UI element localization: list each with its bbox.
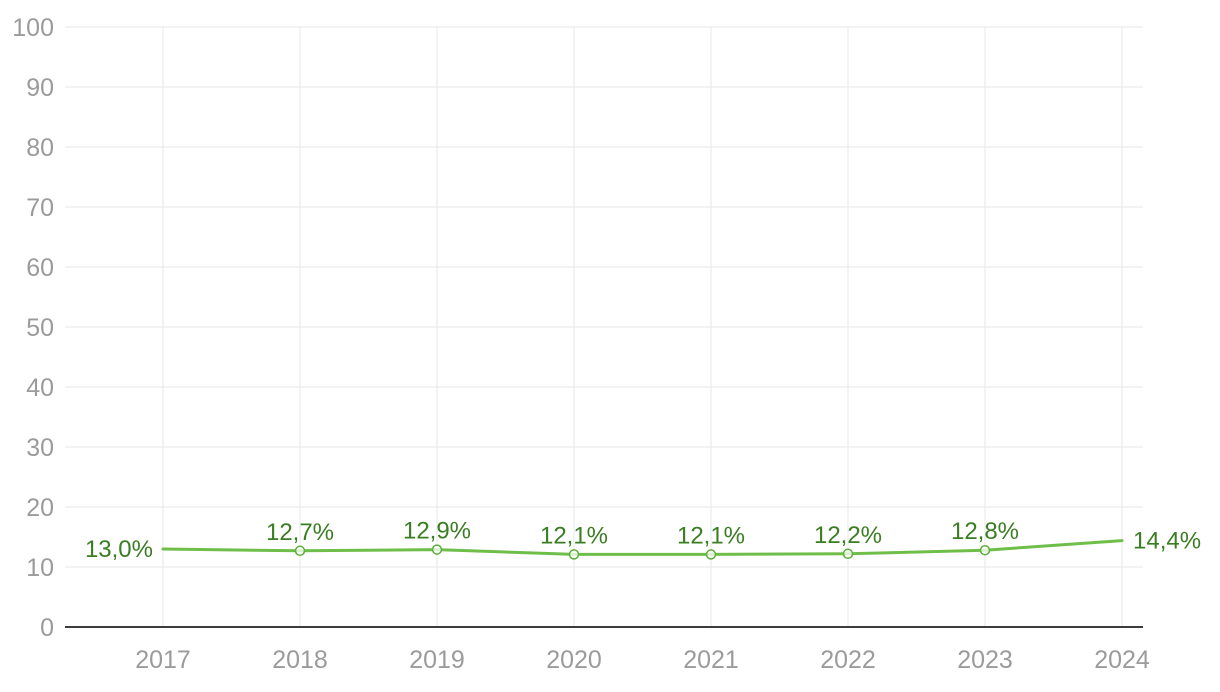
y-axis-tick-label: 80 — [26, 134, 54, 162]
y-axis-tick-label: 20 — [26, 494, 54, 522]
y-axis-tick-label: 90 — [26, 74, 54, 102]
data-label: 12,1% — [540, 522, 608, 549]
data-point-marker[interactable] — [294, 545, 306, 557]
y-axis-tick-label: 100 — [12, 14, 54, 42]
data-label: 12,1% — [677, 522, 745, 549]
x-axis-tick-label: 2017 — [135, 646, 191, 674]
y-axis-tick-label: 60 — [26, 254, 54, 282]
y-axis-tick-label: 50 — [26, 314, 54, 342]
data-point-marker[interactable] — [705, 549, 717, 560]
data-label: 12,8% — [951, 518, 1019, 545]
data-label: 14,4% — [1133, 528, 1201, 555]
data-label: 12,2% — [814, 522, 882, 549]
data-point-marker[interactable] — [979, 544, 991, 556]
x-axis-tick-label: 2018 — [272, 646, 328, 674]
data-label: 13,0% — [85, 536, 153, 563]
y-axis-tick-label: 0 — [40, 614, 54, 642]
x-axis-tick-label: 2023 — [957, 646, 1013, 674]
y-axis-tick-label: 30 — [26, 434, 54, 462]
y-axis-tick-label: 10 — [26, 554, 54, 582]
x-axis-tick-label: 2022 — [820, 646, 876, 674]
data-point-marker[interactable] — [431, 544, 443, 555]
y-axis-tick-label: 40 — [26, 374, 54, 402]
data-label: 12,9% — [403, 518, 471, 545]
data-point-marker[interactable] — [568, 549, 580, 560]
series-line — [161, 539, 1124, 556]
data-point-marker[interactable] — [842, 548, 854, 560]
x-axis-tick-label: 2021 — [683, 646, 739, 674]
y-axis-tick-label: 70 — [26, 194, 54, 222]
x-axis-tick-label: 2024 — [1094, 646, 1150, 674]
data-label: 12,7% — [266, 519, 334, 546]
x-axis-tick-label: 2020 — [546, 646, 602, 674]
x-axis-tick-label: 2019 — [409, 646, 465, 674]
